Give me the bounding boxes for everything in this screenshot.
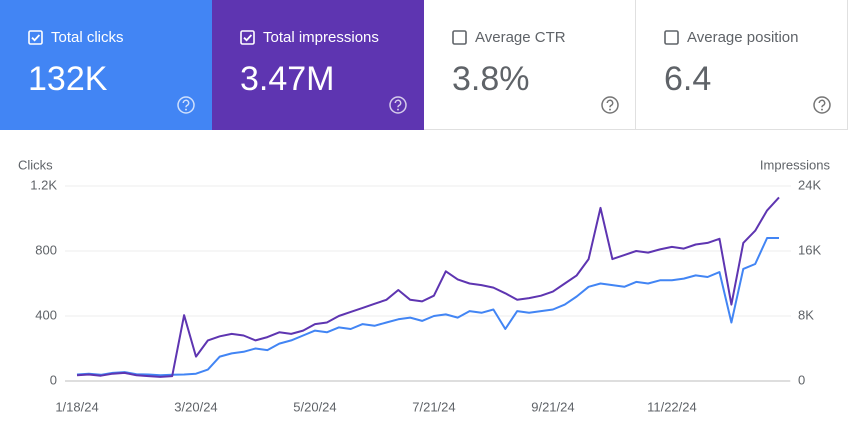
y-axis-title: Clicks: [18, 157, 53, 172]
help-icon[interactable]: [388, 95, 408, 115]
help-icon[interactable]: [600, 95, 620, 115]
metric-cards: Total clicks 132K Total impressions 3.47M Av…: [0, 0, 849, 130]
y2-tick-label: 16K: [798, 242, 821, 257]
card-label: Average CTR: [475, 29, 566, 46]
checkbox-box: [452, 30, 467, 45]
card-value: 3.8%: [452, 60, 530, 98]
y2-tick-label: 8K: [798, 307, 814, 322]
card-label: Total impressions: [263, 29, 379, 46]
card-label: Total clicks: [51, 29, 124, 46]
help-dot: [609, 108, 611, 111]
help-circle: [813, 96, 831, 114]
metric-card[interactable]: Total clicks 132K: [0, 0, 212, 130]
help-icon[interactable]: [812, 95, 832, 115]
checkmark: [243, 34, 253, 42]
metric-card[interactable]: Average position 6.4: [636, 0, 848, 130]
x-tick-label: 9/21/24: [531, 399, 574, 414]
checkbox-box: [28, 30, 43, 45]
checkbox[interactable]: [663, 29, 681, 47]
metric-card[interactable]: Total impressions 3.47M: [212, 0, 424, 130]
help-glyph: [606, 99, 614, 108]
checkbox-box: [240, 30, 255, 45]
y-tick-label: 800: [35, 242, 57, 257]
x-tick-label: 3/20/24: [174, 399, 217, 414]
help-circle: [177, 96, 195, 114]
help-icon[interactable]: [176, 95, 196, 115]
y2-axis-title: Impressions: [760, 157, 831, 172]
card-label: Average position: [687, 29, 799, 46]
help-circle: [601, 96, 619, 114]
help-glyph: [394, 99, 402, 108]
card-value: 3.47M: [240, 60, 335, 98]
checkbox-box: [664, 30, 679, 45]
y2-tick-label: 24K: [798, 177, 821, 192]
x-tick-label: 11/22/24: [647, 399, 697, 414]
y-tick-label: 0: [50, 372, 57, 387]
checkbox[interactable]: [239, 29, 257, 47]
x-tick-label: 7/21/24: [412, 399, 455, 414]
help-circle: [389, 96, 407, 114]
y2-tick-label: 0: [798, 372, 805, 387]
x-tick-label: 1/18/24: [55, 399, 98, 414]
help-dot: [821, 108, 823, 111]
y-tick-label: 1.2K: [30, 177, 57, 192]
card-value: 132K: [28, 60, 108, 98]
help-glyph: [818, 99, 826, 108]
metric-card[interactable]: Average CTR 3.8%: [424, 0, 636, 130]
series-line: [76, 237, 779, 377]
help-dot: [185, 108, 187, 111]
checkbox[interactable]: [451, 29, 469, 47]
help-dot: [397, 108, 399, 111]
y-tick-label: 400: [35, 307, 57, 322]
card-value: 6.4: [664, 60, 712, 98]
checkmark: [31, 34, 41, 42]
help-glyph: [182, 99, 190, 108]
checkbox[interactable]: [27, 29, 45, 47]
x-tick-label: 5/20/24: [293, 399, 336, 414]
series-line: [76, 196, 780, 378]
